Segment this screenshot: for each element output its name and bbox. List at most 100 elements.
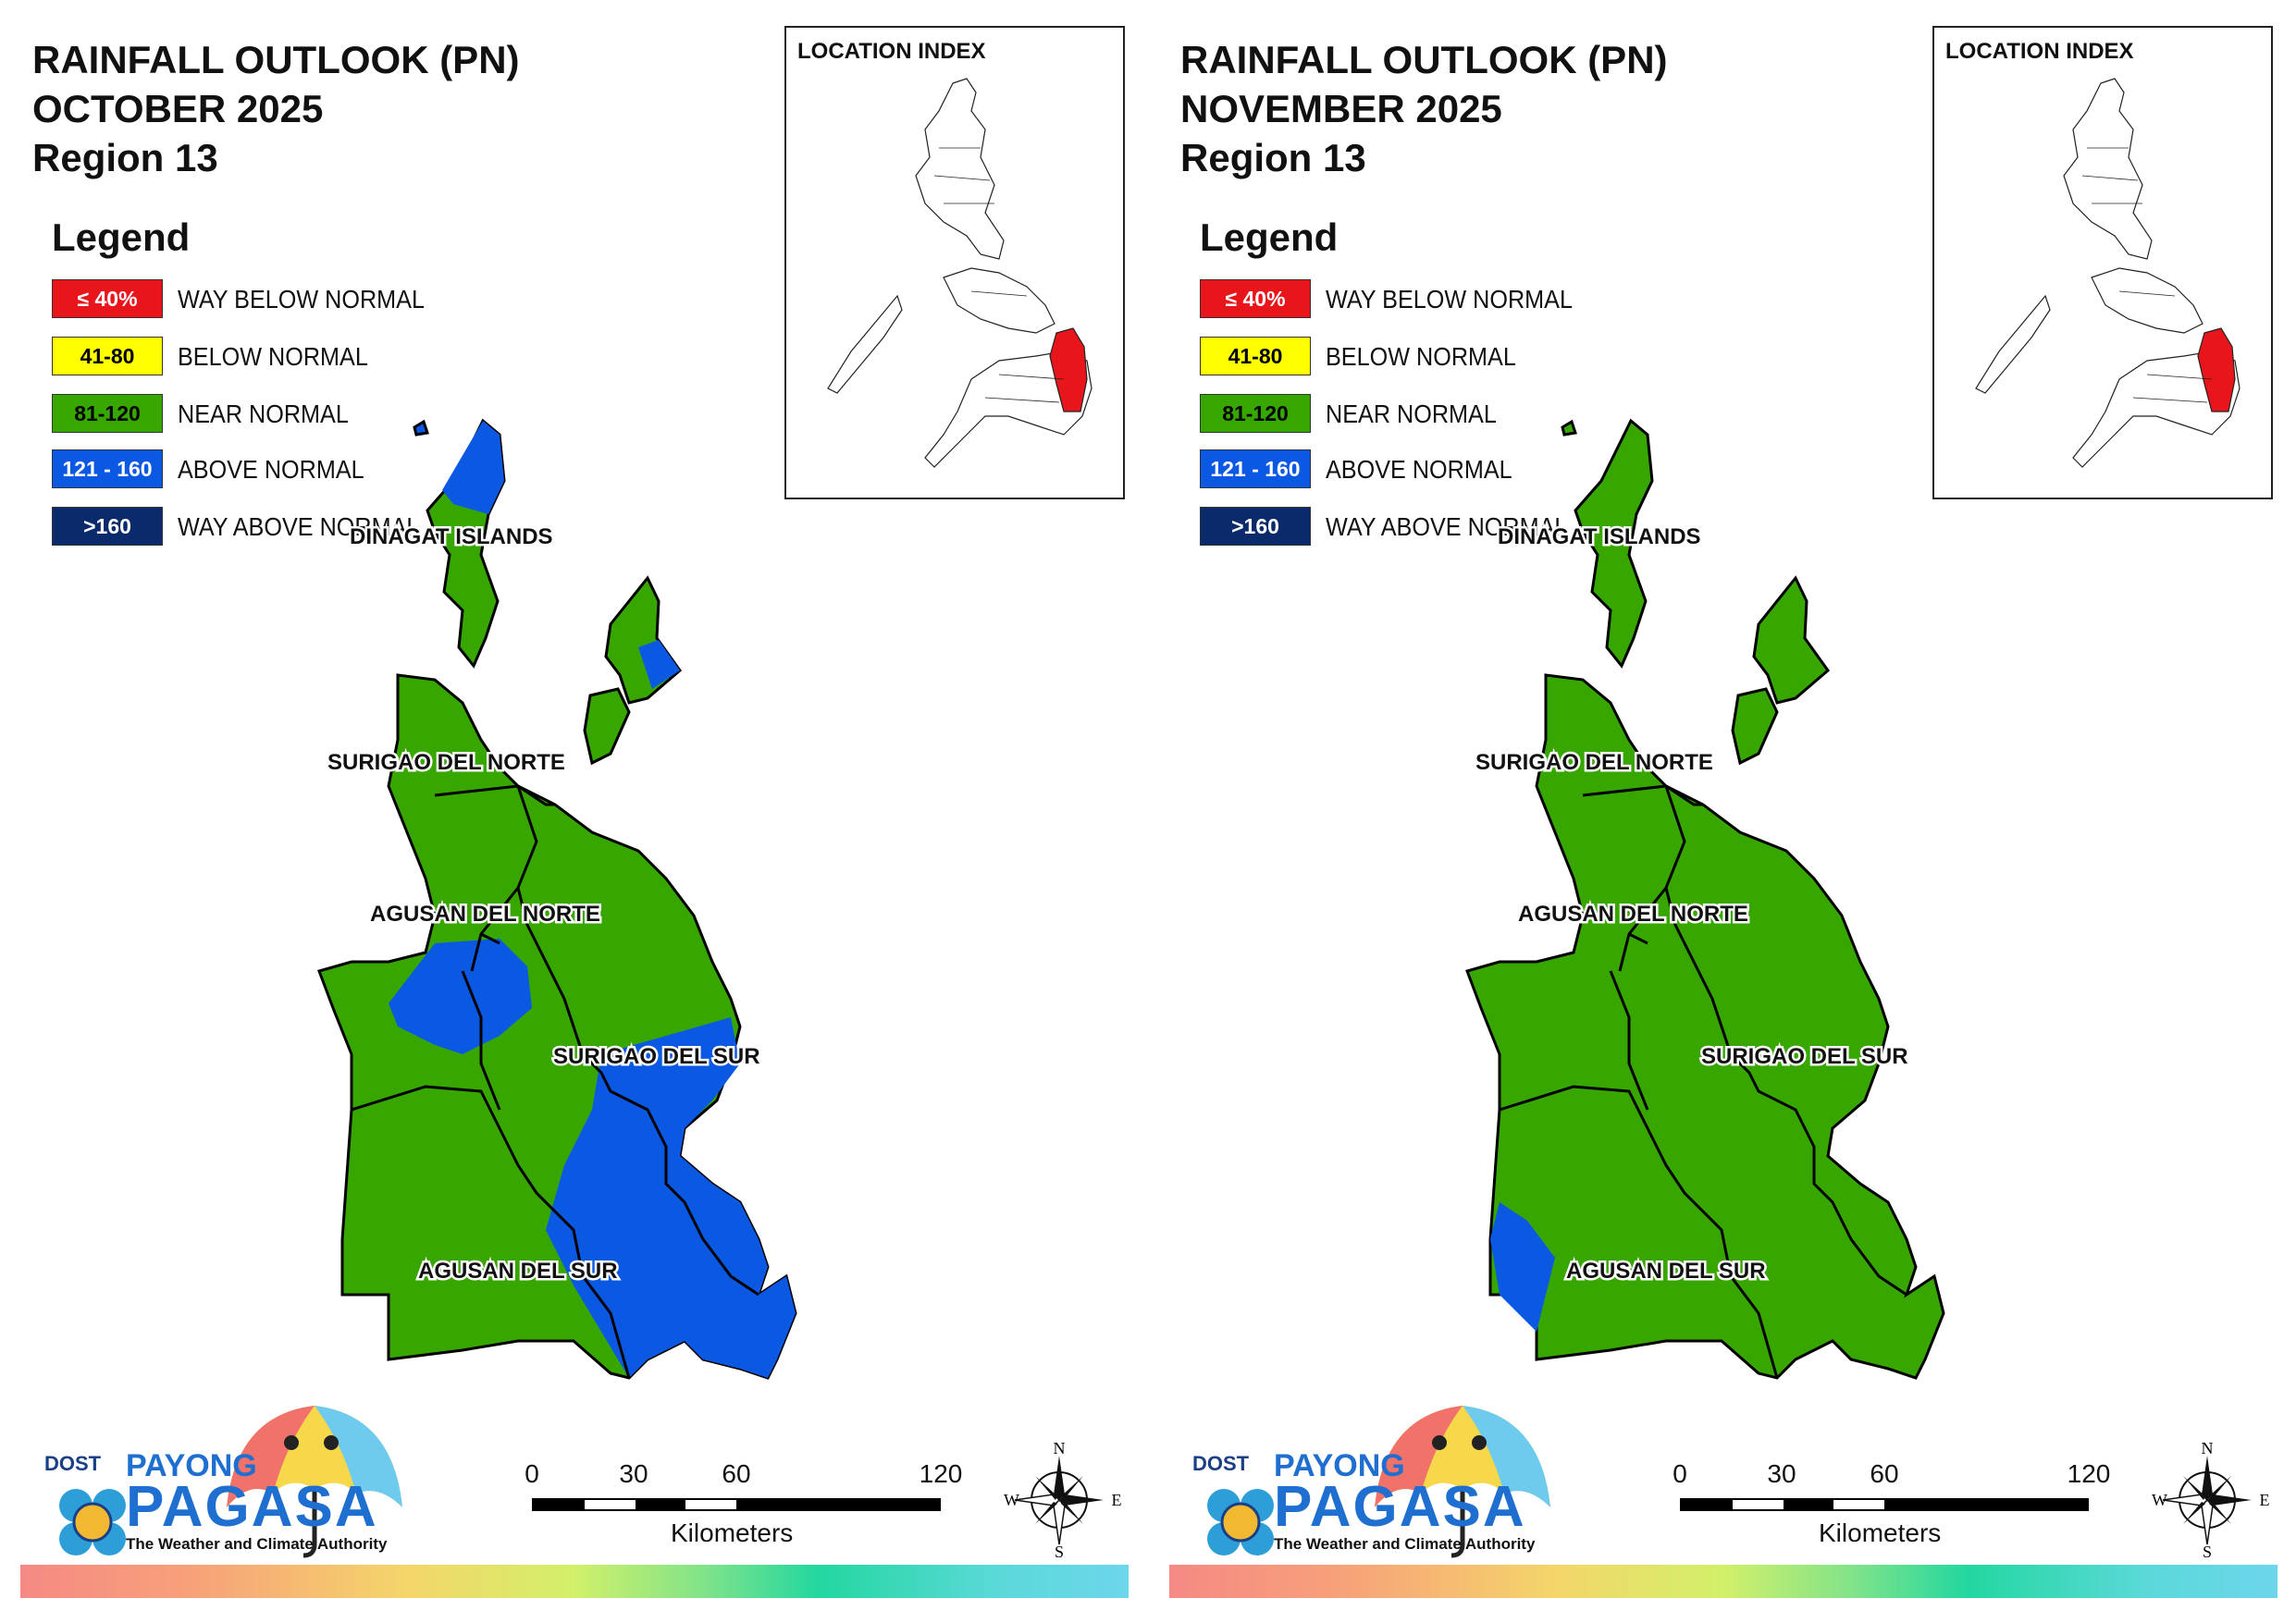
- legend-label: ABOVE NORMAL: [178, 455, 364, 484]
- logo-tagline: The Weather and Climate Authority: [1274, 1535, 1536, 1553]
- location-index-title: LOCATION INDEX: [1945, 39, 2134, 64]
- title-month: OCTOBER 2025: [32, 87, 324, 130]
- scale-tick-30: 30: [1767, 1459, 1796, 1488]
- color-strip-right: [1169, 1565, 2277, 1598]
- logo-dost: DOST: [44, 1452, 102, 1475]
- legend-title: Legend: [1200, 215, 1339, 259]
- scale-unit: Kilometers: [671, 1518, 794, 1547]
- label-agusan-del-norte: AGUSAN DEL NORTE: [370, 902, 600, 927]
- compass-n: N: [2202, 1439, 2214, 1457]
- province-boundary-river: [1609, 970, 1649, 1111]
- compass-rose-icon: N S E W: [1004, 1439, 1122, 1561]
- location-index-box: LOCATION INDEX: [784, 26, 1125, 499]
- location-index-title: LOCATION INDEX: [797, 39, 986, 64]
- province-boundary-central: [516, 887, 759, 1297]
- legend-swatch: 81-120: [52, 394, 163, 433]
- payong-pagasa-logo: DOST PAYONG PAGASA The Weather and Clima…: [1185, 1387, 1555, 1572]
- logo-graphic: [1207, 1406, 1550, 1558]
- caraga-highlight: [1049, 327, 1088, 412]
- title-region: Region 13: [32, 136, 218, 179]
- region-map: DINAGAT ISLANDS SURIGAO DEL NORTE AGUSAN…: [1465, 418, 1945, 1380]
- legend-label: WAY BELOW NORMAL: [1326, 285, 1573, 314]
- outlook-panel-november: RAINFALL OUTLOOK (PN) NOVEMBER 2025 Regi…: [1148, 0, 2296, 1623]
- legend-swatch: 41-80: [52, 337, 163, 375]
- label-agusan-del-sur: AGUSAN DEL SUR: [418, 1259, 618, 1284]
- legend-label: WAY ABOVE NORMAL: [1326, 512, 1568, 541]
- province-boundary-west: [351, 1085, 631, 1379]
- legend-label: WAY BELOW NORMAL: [178, 285, 425, 314]
- above-normal-zone-west: [389, 939, 532, 1054]
- north-arrow-compass: N S E W: [2152, 1439, 2281, 1564]
- dinagat-above-normal-zone: [442, 421, 504, 514]
- legend-swatch: >160: [1200, 507, 1311, 546]
- november-above-normal-zones: [1490, 1202, 1555, 1332]
- legend-label: BELOW NORMAL: [178, 342, 368, 371]
- logo-payong: PAYONG: [1274, 1448, 1405, 1483]
- siargao-island-shape: [604, 575, 683, 705]
- compass-w: W: [2152, 1491, 2167, 1509]
- legend-swatch: 81-120: [1200, 394, 1311, 433]
- siargao-island-shape: [1752, 575, 1831, 705]
- scale-tick-60: 60: [722, 1459, 751, 1488]
- above-normal-zone-southwest: [1490, 1202, 1555, 1332]
- october-above-normal-zones: [389, 939, 796, 1378]
- logo-pagasa: PAGASA: [1274, 1475, 1526, 1539]
- label-surigao-del-norte: SURIGAO DEL NORTE: [1475, 750, 1713, 775]
- legend-label: ABOVE NORMAL: [1326, 455, 1512, 484]
- label-surigao-del-sur: SURIGAO DEL SUR: [553, 1044, 760, 1069]
- visayas-outline: [943, 267, 1055, 334]
- label-surigao-del-norte: SURIGAO DEL NORTE: [327, 750, 565, 775]
- legend-label: BELOW NORMAL: [1326, 342, 1516, 371]
- scale-bar-graphic: [532, 1498, 941, 1511]
- logo-payong: PAYONG: [126, 1448, 257, 1483]
- luzon-outline: [2063, 78, 2153, 260]
- title-region: Region 13: [1180, 136, 1366, 179]
- panel-title: RAINFALL OUTLOOK (PN) NOVEMBER 2025 Regi…: [1180, 35, 1668, 182]
- scale-unit: Kilometers: [1819, 1518, 1942, 1547]
- label-dinagat-islands: DINAGAT ISLANDS: [350, 524, 553, 549]
- philippines-index-map: [1975, 78, 2240, 468]
- scale-tick-60: 60: [1870, 1459, 1899, 1488]
- legend-swatch: ≤ 40%: [52, 279, 163, 318]
- scale-tick-30: 30: [619, 1459, 648, 1488]
- luzon-outline: [915, 78, 1005, 260]
- legend-label: WAY ABOVE NORMAL: [178, 512, 420, 541]
- legend-swatch: 121 - 160: [52, 449, 163, 488]
- region-map: DINAGAT ISLANDS SURIGAO DEL NORTE AGUSAN…: [317, 418, 797, 1380]
- label-surigao-del-sur: SURIGAO DEL SUR: [1701, 1044, 1908, 1069]
- title-line-1: RAINFALL OUTLOOK (PN): [32, 38, 520, 81]
- province-boundary-central: [1664, 887, 1907, 1297]
- small-island-nw: [413, 419, 429, 436]
- scale-tick-0: 0: [1673, 1459, 1687, 1488]
- north-arrow-compass: N S E W: [1004, 1439, 1133, 1564]
- dinagat-islands-shape: [1574, 418, 1654, 669]
- visayas-outline: [2091, 267, 2203, 334]
- legend-swatch: ≤ 40%: [1200, 279, 1311, 318]
- legend-title: Legend: [52, 215, 191, 259]
- location-index-box: LOCATION INDEX: [1932, 26, 2273, 499]
- compass-w: W: [1004, 1491, 1019, 1509]
- small-island-nw: [1561, 419, 1577, 436]
- caraga-highlight: [2197, 327, 2236, 412]
- scale-bar: 0 30 60 120 Kilometers: [1671, 1459, 2110, 1570]
- mainland-shape: [1465, 673, 1945, 1380]
- palawan-outline: [827, 294, 903, 394]
- compass-e: E: [2260, 1491, 2270, 1509]
- label-dinagat-islands: DINAGAT ISLANDS: [1498, 524, 1701, 549]
- label-agusan-del-sur: AGUSAN DEL SUR: [1566, 1259, 1766, 1284]
- compass-s: S: [2203, 1543, 2212, 1559]
- bucas-grande-shape: [583, 687, 631, 766]
- color-strip-left: [20, 1565, 1129, 1598]
- legend-swatch: >160: [52, 507, 163, 546]
- province-boundary-west: [1499, 1085, 1779, 1379]
- title-line-1: RAINFALL OUTLOOK (PN): [1180, 38, 1668, 81]
- siargao-above-normal-zone: [638, 640, 680, 689]
- label-agusan-del-norte: AGUSAN DEL NORTE: [1518, 902, 1748, 927]
- legend-swatch: 41-80: [1200, 337, 1311, 375]
- scale-tick-0: 0: [525, 1459, 539, 1488]
- logo-graphic: [59, 1406, 402, 1558]
- logo-tagline: The Weather and Climate Authority: [126, 1535, 388, 1553]
- index-internal-lines: [2081, 147, 2213, 403]
- above-normal-zone-southeast: [546, 1017, 796, 1378]
- scale-tick-120: 120: [2067, 1459, 2111, 1488]
